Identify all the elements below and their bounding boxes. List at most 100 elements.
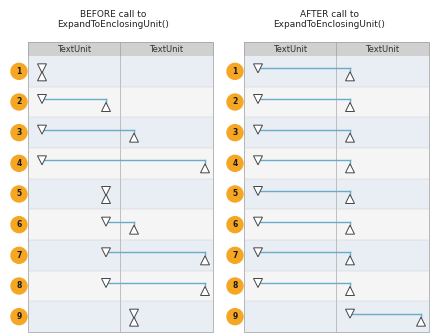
Circle shape [227, 125, 243, 141]
Bar [244, 117, 429, 148]
Circle shape [227, 94, 243, 110]
Text: 4: 4 [17, 159, 22, 168]
Polygon shape [37, 125, 47, 134]
Text: TextUnit: TextUnit [273, 44, 307, 53]
Polygon shape [345, 287, 354, 295]
Polygon shape [345, 225, 354, 234]
Text: AFTER call to
ExpandToEnclosingUnit(): AFTER call to ExpandToEnclosingUnit() [273, 10, 385, 30]
Text: 9: 9 [17, 312, 22, 321]
Circle shape [227, 63, 243, 79]
Text: 7: 7 [16, 251, 22, 260]
Circle shape [227, 217, 243, 233]
Polygon shape [102, 279, 110, 288]
Bar [244, 240, 429, 271]
Polygon shape [345, 102, 354, 112]
Text: 1: 1 [17, 67, 22, 76]
Polygon shape [102, 186, 110, 196]
Bar [28, 87, 213, 117]
Text: 6: 6 [232, 220, 238, 229]
Bar [244, 271, 429, 301]
Bar [244, 87, 429, 117]
Text: BEFORE call to
ExpandToEnclosingUnit(): BEFORE call to ExpandToEnclosingUnit() [57, 10, 169, 30]
Circle shape [11, 247, 27, 263]
Polygon shape [37, 156, 47, 165]
Circle shape [11, 278, 27, 294]
Text: 8: 8 [16, 282, 22, 291]
Bar [28, 117, 213, 148]
Circle shape [227, 309, 243, 325]
Bar [28, 179, 213, 209]
Bar [28, 148, 213, 179]
Bar [244, 148, 429, 179]
Circle shape [227, 155, 243, 171]
Circle shape [227, 186, 243, 202]
Bar [28, 42, 213, 332]
Polygon shape [201, 287, 210, 295]
Text: TextUnit: TextUnit [150, 44, 184, 53]
Polygon shape [129, 225, 139, 234]
Polygon shape [253, 125, 262, 134]
Polygon shape [345, 309, 354, 318]
Polygon shape [416, 317, 426, 326]
Text: 2: 2 [232, 97, 238, 107]
Text: 1: 1 [232, 67, 238, 76]
Bar [244, 56, 429, 87]
Text: 3: 3 [17, 128, 22, 137]
Polygon shape [201, 256, 210, 265]
Polygon shape [37, 72, 47, 81]
Polygon shape [345, 133, 354, 142]
Bar [244, 42, 429, 332]
Bar [244, 179, 429, 209]
Bar [28, 209, 213, 240]
Text: 7: 7 [232, 251, 238, 260]
Text: TextUnit: TextUnit [57, 44, 91, 53]
Polygon shape [345, 256, 354, 265]
Polygon shape [253, 217, 262, 226]
Circle shape [11, 309, 27, 325]
Bar [244, 42, 429, 56]
Bar [28, 56, 213, 87]
Text: 9: 9 [232, 312, 238, 321]
Polygon shape [253, 156, 262, 165]
Polygon shape [37, 94, 47, 103]
Polygon shape [129, 309, 139, 318]
Polygon shape [345, 72, 354, 81]
Bar [244, 301, 429, 332]
Text: 4: 4 [232, 159, 238, 168]
Polygon shape [102, 217, 110, 226]
Text: 3: 3 [232, 128, 238, 137]
Text: 5: 5 [232, 190, 238, 199]
Circle shape [11, 125, 27, 141]
Polygon shape [201, 164, 210, 173]
Polygon shape [102, 248, 110, 257]
Circle shape [11, 155, 27, 171]
Text: 2: 2 [17, 97, 22, 107]
Circle shape [227, 247, 243, 263]
Polygon shape [253, 94, 262, 103]
Polygon shape [37, 64, 47, 73]
Polygon shape [253, 64, 262, 73]
Polygon shape [129, 133, 139, 142]
Polygon shape [102, 102, 110, 112]
Bar [28, 42, 213, 56]
Circle shape [11, 217, 27, 233]
Text: 8: 8 [232, 282, 238, 291]
Bar [28, 301, 213, 332]
Polygon shape [129, 317, 139, 326]
Polygon shape [253, 279, 262, 288]
Polygon shape [253, 248, 262, 257]
Bar [244, 209, 429, 240]
Text: TextUnit: TextUnit [365, 44, 399, 53]
Circle shape [227, 278, 243, 294]
Polygon shape [345, 164, 354, 173]
Bar [28, 271, 213, 301]
Text: 5: 5 [17, 190, 21, 199]
Text: 6: 6 [17, 220, 22, 229]
Circle shape [11, 94, 27, 110]
Circle shape [11, 63, 27, 79]
Polygon shape [345, 195, 354, 204]
Polygon shape [253, 186, 262, 196]
Polygon shape [102, 195, 110, 204]
Bar [28, 240, 213, 271]
Circle shape [11, 186, 27, 202]
